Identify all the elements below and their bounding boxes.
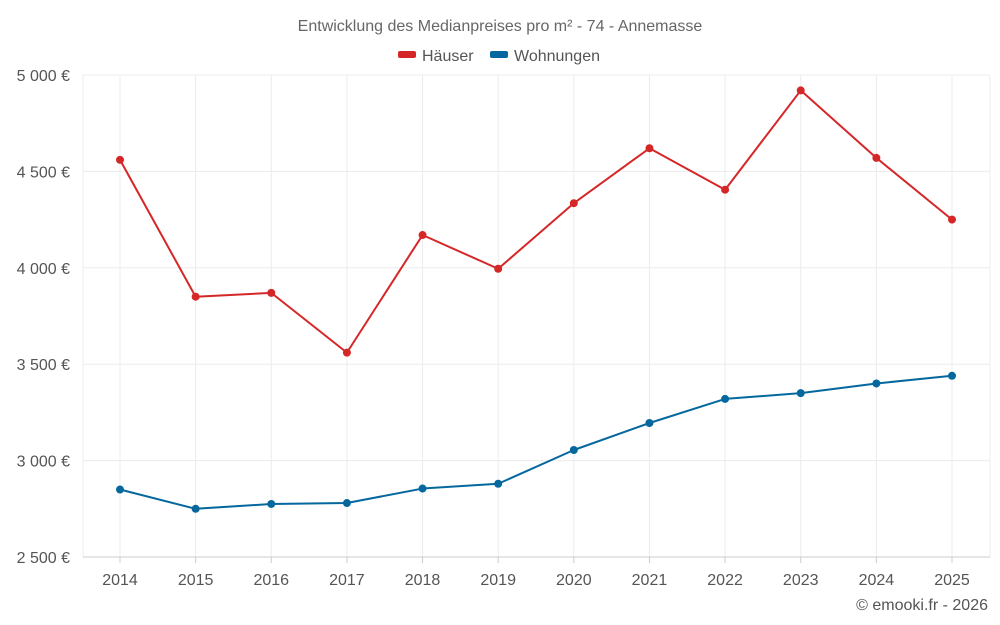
- y-tick-label: 3 000 €: [17, 454, 70, 471]
- data-point: [948, 215, 956, 224]
- legend-swatch: [490, 51, 508, 58]
- data-point: [116, 485, 124, 494]
- x-tick-label: 2014: [102, 572, 138, 589]
- x-tick-label: 2023: [783, 572, 819, 589]
- x-tick-label: 2024: [859, 572, 895, 589]
- legend: Häuser Wohnungen: [398, 48, 600, 65]
- x-tick-label: 2017: [329, 572, 365, 589]
- series-line-haeuser: [119, 89, 953, 354]
- data-point: [494, 479, 503, 488]
- axes: 2 500 € 3 000 € 3 500 € 4 000 € 4 500 € 5 000…: [17, 68, 990, 589]
- x-tick-label: 2016: [253, 572, 289, 589]
- x-tick-label: 2021: [632, 572, 668, 589]
- x-tick-label: 2018: [405, 572, 441, 589]
- data-point: [796, 86, 805, 95]
- data-point: [872, 153, 881, 162]
- legend-label: Wohnungen: [514, 48, 600, 65]
- data-point: [721, 185, 730, 194]
- data-point: [796, 389, 805, 398]
- data-point: [645, 144, 654, 153]
- series-layer: [116, 86, 956, 513]
- grid: [82, 74, 991, 557]
- x-tick-label: 2025: [934, 572, 970, 589]
- credit-text: © emooki.fr - 2026: [856, 597, 988, 614]
- data-point: [342, 499, 351, 508]
- x-tick-label: 2020: [556, 572, 592, 589]
- y-tick-label: 4 000 €: [17, 261, 70, 278]
- legend-label: Häuser: [422, 48, 474, 65]
- data-point: [116, 155, 124, 164]
- y-tick-label: 2 500 €: [17, 550, 70, 567]
- y-tick-label: 3 500 €: [17, 357, 70, 374]
- data-point: [645, 419, 654, 428]
- y-tick-label: 4 500 €: [17, 164, 70, 181]
- data-point: [418, 484, 427, 493]
- x-tick-label: 2022: [707, 572, 743, 589]
- x-tick-label: 2015: [178, 572, 214, 589]
- data-point: [569, 445, 578, 454]
- y-tick-label: 5 000 €: [17, 68, 70, 85]
- data-point: [342, 348, 351, 357]
- data-point: [569, 199, 578, 208]
- data-point: [948, 371, 956, 380]
- data-point: [191, 504, 200, 513]
- data-point: [267, 499, 276, 508]
- data-point: [191, 292, 200, 301]
- data-point: [721, 394, 730, 403]
- data-point: [267, 288, 276, 297]
- data-point: [494, 264, 503, 273]
- chart-title: Entwicklung des Medianpreises pro m² - 7…: [298, 18, 703, 35]
- series-line-wohnungen: [119, 374, 953, 510]
- legend-swatch: [398, 51, 416, 58]
- data-point: [418, 231, 427, 240]
- data-point: [872, 379, 881, 388]
- x-tick-label: 2019: [480, 572, 516, 589]
